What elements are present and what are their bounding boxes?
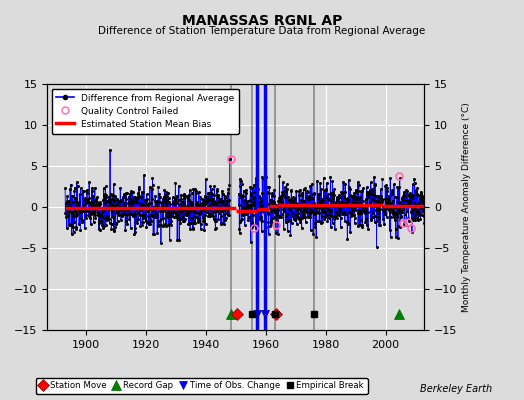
Y-axis label: Monthly Temperature Anomaly Difference (°C): Monthly Temperature Anomaly Difference (… bbox=[462, 102, 471, 312]
Legend: Station Move, Record Gap, Time of Obs. Change, Empirical Break: Station Move, Record Gap, Time of Obs. C… bbox=[36, 378, 367, 394]
Text: Berkeley Earth: Berkeley Earth bbox=[420, 384, 493, 394]
Legend: Difference from Regional Average, Quality Control Failed, Estimated Station Mean: Difference from Regional Average, Qualit… bbox=[52, 88, 239, 134]
Text: Difference of Station Temperature Data from Regional Average: Difference of Station Temperature Data f… bbox=[99, 26, 425, 36]
Text: MANASSAS RGNL AP: MANASSAS RGNL AP bbox=[182, 14, 342, 28]
